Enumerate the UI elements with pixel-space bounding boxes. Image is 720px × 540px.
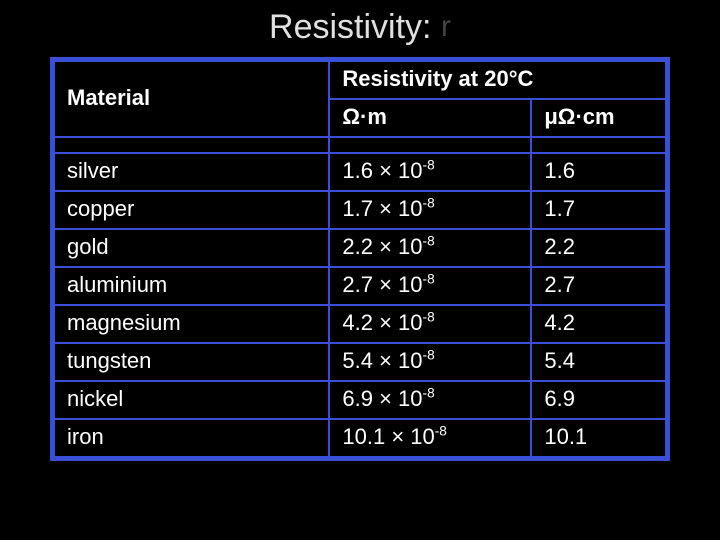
header-unit2: μΩ·cm xyxy=(531,99,666,137)
table-row: silver1.6 × 10-81.6 xyxy=(54,153,666,191)
cell-material: silver xyxy=(54,153,329,191)
table-body: silver1.6 × 10-81.6copper1.7 × 10-81.7go… xyxy=(54,137,666,457)
header-material: Material xyxy=(54,61,329,137)
cell-material: aluminium xyxy=(54,267,329,305)
cell-uohm-cm: 1.7 xyxy=(531,191,666,229)
cell-uohm-cm: 2.7 xyxy=(531,267,666,305)
cell-ohm-m: 2.2 × 10-8 xyxy=(329,229,531,267)
resistivity-table: Material Resistivity at 20°C Ω·m μΩ·cm s… xyxy=(53,60,667,458)
cell-uohm-cm: 1.6 xyxy=(531,153,666,191)
table-row: iron10.1 × 10-810.1 xyxy=(54,419,666,457)
table-row: copper1.7 × 10-81.7 xyxy=(54,191,666,229)
cell-material: tungsten xyxy=(54,343,329,381)
title-symbol: r xyxy=(441,10,451,43)
table-row: magnesium4.2 × 10-84.2 xyxy=(54,305,666,343)
resistivity-table-wrap: Material Resistivity at 20°C Ω·m μΩ·cm s… xyxy=(50,57,670,461)
cell-uohm-cm: 10.1 xyxy=(531,419,666,457)
cell-material: gold xyxy=(54,229,329,267)
gap-row xyxy=(54,137,666,153)
cell-material: iron xyxy=(54,419,329,457)
page-title: Resistivity: r xyxy=(0,0,720,57)
cell-uohm-cm: 4.2 xyxy=(531,305,666,343)
header-unit1: Ω·m xyxy=(329,99,531,137)
cell-material: nickel xyxy=(54,381,329,419)
cell-ohm-m: 1.7 × 10-8 xyxy=(329,191,531,229)
cell-ohm-m: 1.6 × 10-8 xyxy=(329,153,531,191)
cell-ohm-m: 5.4 × 10-8 xyxy=(329,343,531,381)
cell-material: copper xyxy=(54,191,329,229)
title-word: Resistivity: xyxy=(269,8,431,46)
cell-uohm-cm: 6.9 xyxy=(531,381,666,419)
cell-ohm-m: 2.7 × 10-8 xyxy=(329,267,531,305)
cell-uohm-cm: 2.2 xyxy=(531,229,666,267)
cell-ohm-m: 6.9 × 10-8 xyxy=(329,381,531,419)
table-row: gold2.2 × 10-82.2 xyxy=(54,229,666,267)
cell-ohm-m: 4.2 × 10-8 xyxy=(329,305,531,343)
table-head: Material Resistivity at 20°C Ω·m μΩ·cm xyxy=(54,61,666,137)
cell-material: magnesium xyxy=(54,305,329,343)
cell-uohm-cm: 5.4 xyxy=(531,343,666,381)
table-row: tungsten5.4 × 10-85.4 xyxy=(54,343,666,381)
header-group: Resistivity at 20°C xyxy=(329,61,666,99)
table-row: aluminium2.7 × 10-82.7 xyxy=(54,267,666,305)
cell-ohm-m: 10.1 × 10-8 xyxy=(329,419,531,457)
table-row: nickel6.9 × 10-86.9 xyxy=(54,381,666,419)
